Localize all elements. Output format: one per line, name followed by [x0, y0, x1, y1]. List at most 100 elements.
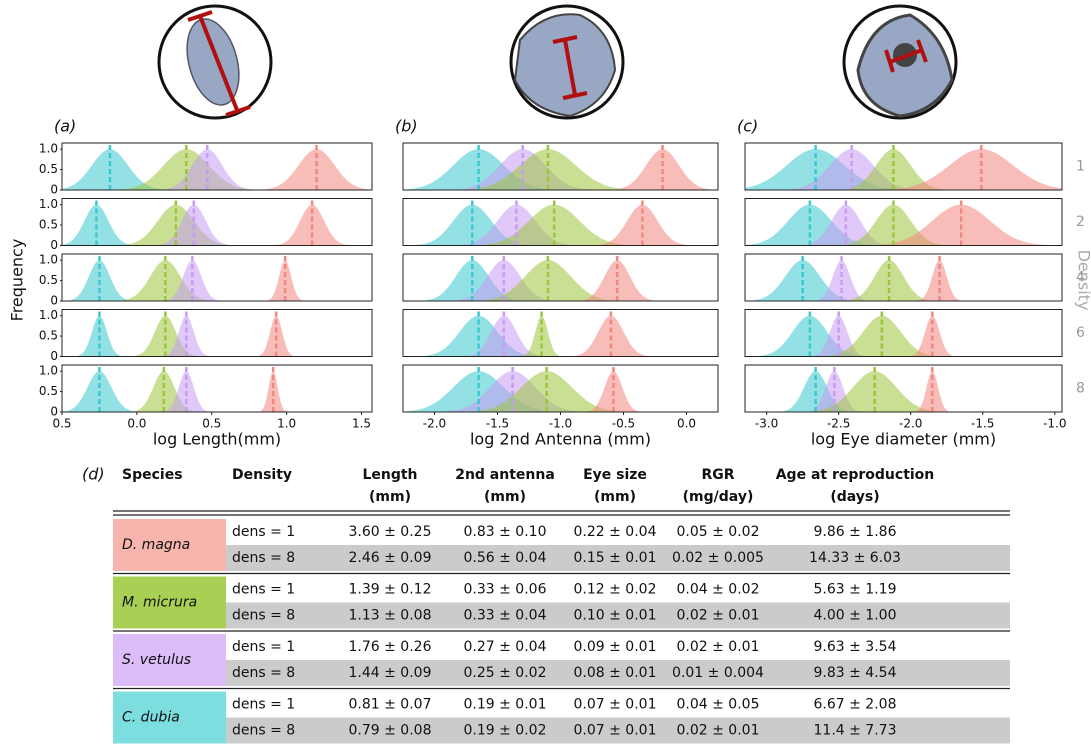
table-cell: 0.22 ± 0.04 — [574, 524, 657, 540]
table-cell: 0.33 ± 0.04 — [464, 608, 547, 624]
table-cell: 0.02 ± 0.01 — [677, 639, 760, 655]
table-cell: 0.07 ± 0.01 — [574, 723, 657, 739]
x-tick-label: -1.0 — [549, 417, 572, 431]
table-cell: 0.83 ± 0.10 — [464, 524, 547, 540]
table-cell: 0.07 ± 0.01 — [574, 697, 657, 713]
table-header: Length — [362, 467, 417, 483]
table-cell: 0.09 ± 0.01 — [574, 639, 657, 655]
table-cell: dens = 8 — [232, 550, 295, 566]
table-cell: 9.63 ± 3.54 — [814, 639, 897, 655]
x-axis-label: log Eye diameter (mm) — [811, 430, 996, 449]
x-tick-label: -1.0 — [1043, 417, 1066, 431]
species-name: M. micrura — [122, 595, 197, 611]
table-cell: 0.02 ± 0.005 — [672, 550, 764, 566]
table-cell: 1.44 ± 0.09 — [349, 665, 432, 681]
species-name: S. vetulus — [122, 652, 191, 668]
table-header: RGR — [701, 467, 734, 483]
table-cell: 0.04 ± 0.05 — [677, 697, 760, 713]
table-cell: 0.19 ± 0.02 — [464, 723, 547, 739]
table-cell: 5.63 ± 1.19 — [814, 582, 897, 598]
table-cell: 11.4 ± 7.73 — [814, 723, 897, 739]
table-header: Species — [122, 467, 183, 483]
x-axis-label: log 2nd Antenna (mm) — [470, 430, 651, 449]
y-tick-label: 0 — [50, 238, 58, 252]
panel-label: (b) — [395, 117, 418, 136]
table-header: (days) — [830, 489, 879, 505]
table-cell: 0.10 ± 0.01 — [574, 608, 657, 624]
x-tick-label: 0.5 — [202, 417, 221, 431]
table-cell: 0.04 ± 0.02 — [677, 582, 760, 598]
facet-label: 2 — [1076, 214, 1085, 230]
density-curve — [62, 371, 372, 412]
y-tick-label: 0.5 — [39, 218, 58, 232]
density-curve — [745, 371, 1062, 412]
y-tick-label: 0 — [50, 294, 58, 308]
table-cell: dens = 8 — [232, 723, 295, 739]
table-cell: 1.13 ± 0.08 — [349, 608, 432, 624]
panel-label: (c) — [737, 117, 758, 136]
x-tick-label: -2.5 — [827, 417, 850, 431]
density-curve — [403, 316, 718, 357]
table-cell: 0.15 ± 0.01 — [574, 550, 657, 566]
table-label: (d) — [82, 465, 105, 484]
table-cell: 6.67 ± 2.08 — [814, 697, 897, 713]
x-axis-label: log Length(mm) — [153, 430, 281, 449]
table-header: Density — [232, 467, 292, 483]
facet-label: 4 — [1076, 270, 1085, 286]
table-header: (mm) — [369, 489, 411, 505]
table-cell: dens = 1 — [232, 524, 295, 540]
y-tick-label: 1.0 — [39, 142, 58, 156]
table-cell: 1.76 ± 0.26 — [349, 639, 432, 655]
density-curve — [62, 260, 372, 301]
table-cell: dens = 1 — [232, 582, 295, 598]
table-header: Eye size — [583, 467, 647, 483]
x-tick-label: 1.0 — [277, 417, 296, 431]
x-tick-label: 0.5 — [52, 417, 71, 431]
y-tick-label: 0.5 — [39, 162, 58, 176]
x-tick-label: -2.0 — [423, 417, 446, 431]
density-curve — [62, 316, 372, 357]
table-cell: 9.83 ± 4.54 — [814, 665, 897, 681]
species-name: D. magna — [122, 537, 190, 553]
x-tick-label: -1.5 — [486, 417, 509, 431]
table-cell: dens = 8 — [232, 608, 295, 624]
table-cell: 3.60 ± 0.25 — [349, 524, 432, 540]
facet-label: 6 — [1076, 325, 1085, 341]
y-tick-label: 1.0 — [39, 253, 58, 267]
table-header: 2nd antenna — [455, 467, 555, 483]
x-tick-label: -3.0 — [755, 417, 778, 431]
icon-antenna — [511, 6, 623, 118]
table-header: (mg/day) — [683, 489, 754, 505]
x-tick-label: 0.0 — [127, 417, 146, 431]
figure: Frequency Density (d) (a)00.51.000.51.00… — [0, 0, 1091, 753]
facet-label: 8 — [1076, 381, 1085, 397]
table-header: (mm) — [594, 489, 636, 505]
table-cell: 0.27 ± 0.04 — [464, 639, 547, 655]
table-cell: 0.81 ± 0.07 — [349, 697, 432, 713]
table-cell: 9.86 ± 1.86 — [814, 524, 897, 540]
table-cell: 14.33 ± 6.03 — [809, 550, 901, 566]
table-header: (mm) — [484, 489, 526, 505]
table-cell: 0.79 ± 0.08 — [349, 723, 432, 739]
y-tick-label: 1.0 — [39, 197, 58, 211]
icon-eye — [844, 6, 956, 118]
y-tick-label: 0.5 — [39, 329, 58, 343]
y-tick-label: 0.5 — [39, 384, 58, 398]
table-cell: dens = 8 — [232, 665, 295, 681]
table-cell: 0.08 ± 0.01 — [574, 665, 657, 681]
table-cell: 0.56 ± 0.04 — [464, 550, 547, 566]
x-tick-label: -2.0 — [899, 417, 922, 431]
y-tick-label: 0 — [50, 349, 58, 363]
x-tick-label: 0.0 — [677, 417, 696, 431]
x-tick-label: 1.5 — [352, 417, 371, 431]
x-tick-label: -0.5 — [612, 417, 635, 431]
species-name: C. dubia — [122, 710, 180, 726]
y-tick-label: 0.5 — [39, 273, 58, 287]
table-cell: 0.02 ± 0.01 — [677, 723, 760, 739]
table-cell: dens = 1 — [232, 639, 295, 655]
table-cell: 2.46 ± 0.09 — [349, 550, 432, 566]
facet-label: 1 — [1076, 159, 1085, 175]
table-cell: 0.12 ± 0.02 — [574, 582, 657, 598]
table-header: Age at reproduction — [776, 467, 935, 483]
y-tick-label: 1.0 — [39, 308, 58, 322]
